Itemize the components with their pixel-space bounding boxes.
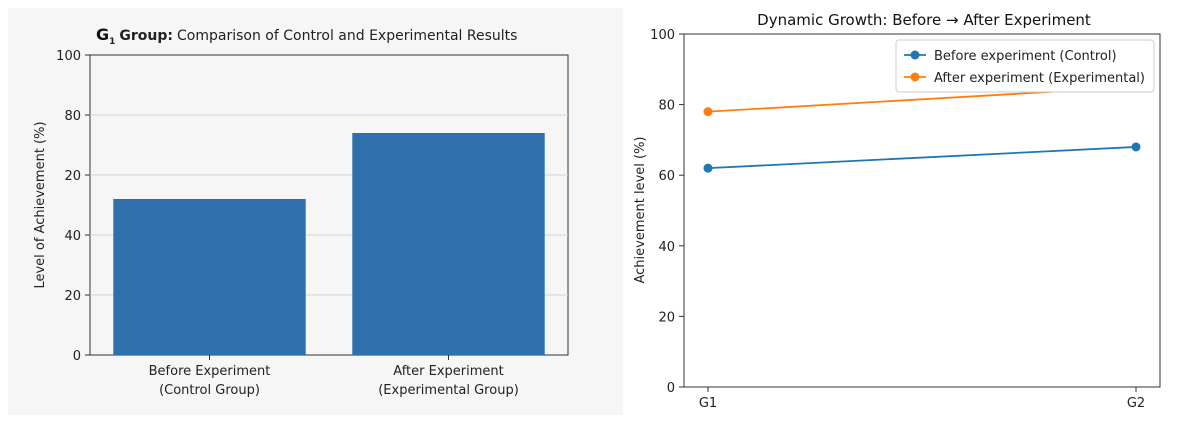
legend-box (895, 39, 1155, 93)
line-chart: Dynamic Growth: Before → After Experimen… (633, 11, 1161, 411)
line-chart-x-ticks: G1 G2 (699, 387, 1145, 411)
series-line (707, 146, 1137, 170)
series-point (703, 107, 713, 117)
bar-chart-bars (113, 133, 545, 355)
bar-y-tick-label: 40 (64, 229, 81, 244)
line-chart-y-ticks: 0 20 40 60 80 100 (650, 28, 684, 396)
series-point (1131, 142, 1141, 152)
line-y-tick-label: 0 (667, 381, 675, 396)
bar-category-label: Before Experiment (149, 364, 271, 379)
line-chart-legend: Before experiment (Control) After experim… (895, 39, 1155, 93)
legend-swatch-marker (910, 50, 920, 60)
bar-category-label: (Experimental Group) (378, 383, 519, 398)
legend-label: After experiment (Experimental) (934, 71, 1145, 86)
bar-chart-ylabel: Level of Achievement (%) (33, 121, 48, 288)
bar-chart-title: G1 Group: Comparison of Control and Experi… (96, 25, 517, 47)
series-point (703, 163, 713, 173)
line-y-tick-label: 20 (658, 310, 675, 325)
bar-y-tick-label: 20 (64, 169, 81, 184)
bar-y-tick-label: 100 (56, 49, 81, 64)
bar-category-label: After Experiment (393, 364, 503, 379)
bar-y-tick-label: 20 (64, 289, 81, 304)
bar-chart-x-ticks: Before Experiment (Control Group) After Ex… (149, 355, 519, 398)
line-y-tick-label: 100 (650, 28, 675, 43)
bar-y-tick-label: 0 (73, 349, 81, 364)
line-x-tick-label: G1 (699, 396, 717, 411)
line-chart-title: Dynamic Growth: Before → After Experimen… (757, 11, 1091, 29)
bar-y-tick-label: 80 (64, 109, 81, 124)
bar-category-label: (Control Group) (159, 383, 260, 398)
line-x-tick-label: G2 (1127, 396, 1145, 411)
bar-chart-y-ticks: 0 20 40 20 80 100 (56, 49, 90, 364)
bar (352, 133, 545, 355)
line-y-tick-label: 60 (658, 169, 675, 184)
bar-chart: G1 Group: Comparison of Control and Experi… (8, 8, 623, 415)
legend-label: Before experiment (Control) (934, 49, 1117, 64)
legend-swatch-marker (910, 72, 920, 82)
line-y-tick-label: 80 (658, 99, 675, 114)
line-y-tick-label: 40 (658, 240, 675, 255)
line-chart-ylabel: Achievement level (%) (633, 136, 648, 283)
bar (113, 199, 306, 355)
line-chart-plot-area (683, 33, 1161, 388)
